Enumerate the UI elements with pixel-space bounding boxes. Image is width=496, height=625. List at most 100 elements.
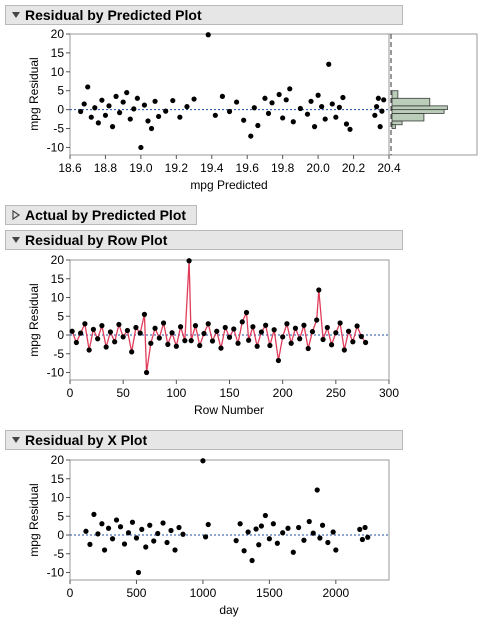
data-point	[287, 86, 293, 92]
y-tick-label: 0	[57, 103, 64, 117]
data-point	[337, 320, 343, 326]
data-point	[310, 530, 316, 536]
data-point	[250, 324, 256, 330]
data-point	[372, 112, 378, 118]
data-point	[86, 347, 92, 353]
data-point	[92, 105, 98, 111]
data-point	[276, 91, 282, 98]
data-point	[109, 124, 116, 130]
data-point	[357, 526, 363, 532]
data-point	[326, 61, 332, 67]
x-tick-label: 150	[219, 386, 239, 400]
data-point	[311, 124, 318, 130]
data-point	[274, 540, 280, 546]
y-tick-label: -5	[53, 547, 64, 561]
data-point	[246, 337, 252, 343]
data-point	[237, 521, 243, 527]
y-axis-title: mpg Residual	[27, 57, 41, 130]
data-point	[176, 524, 182, 531]
data-point	[83, 528, 89, 534]
data-point	[233, 99, 240, 105]
data-point	[120, 334, 126, 340]
data-point	[275, 357, 282, 364]
x-tick-label: 19.2	[165, 161, 189, 175]
data-point	[336, 104, 342, 110]
data-point	[362, 524, 368, 531]
data-point	[177, 114, 183, 120]
x-tick-label: 18.8	[94, 161, 118, 175]
plot-frame	[69, 459, 390, 581]
data-point	[95, 336, 101, 342]
y-tick-label: -5	[53, 347, 64, 361]
data-point	[262, 95, 268, 101]
data-point	[177, 324, 184, 330]
data-point	[81, 101, 87, 107]
data-point	[205, 521, 211, 528]
data-point	[226, 108, 233, 115]
section-header-residual-by-row[interactable]: Residual by Row Plot	[5, 230, 403, 250]
data-point	[245, 529, 251, 535]
data-point	[141, 102, 148, 108]
data-point	[184, 104, 190, 110]
data-point	[297, 105, 303, 112]
data-point	[143, 544, 149, 550]
disclosure-open-icon[interactable]	[9, 8, 23, 22]
y-tick-label: 5	[57, 509, 64, 523]
data-point	[314, 487, 320, 493]
data-point	[164, 539, 170, 546]
section-header-actual-by-predicted[interactable]: Actual by Predicted Plot	[5, 205, 197, 225]
data-point	[165, 341, 171, 347]
data-point	[365, 534, 371, 540]
data-point	[78, 108, 84, 115]
data-point	[205, 32, 211, 38]
section-header-residual-by-x[interactable]: Residual by X Plot	[5, 430, 403, 450]
data-point	[325, 539, 331, 546]
data-point	[197, 342, 203, 349]
x-tick-label: 0	[67, 586, 74, 600]
data-point	[88, 114, 94, 120]
data-point	[285, 525, 291, 531]
data-point	[319, 104, 325, 110]
section-header-residual-by-predicted[interactable]: Residual by Predicted Plot	[5, 5, 403, 25]
disclosure-open-icon[interactable]	[9, 233, 23, 247]
x-axis-title: Row Number	[194, 403, 264, 417]
data-point	[350, 339, 356, 345]
data-point	[133, 324, 139, 331]
data-point	[316, 287, 322, 293]
data-point	[333, 114, 339, 120]
data-point	[296, 524, 302, 531]
data-point	[168, 527, 174, 534]
data-point	[233, 538, 239, 544]
x-axis-title: day	[219, 603, 238, 617]
y-tick-label: 5	[57, 84, 64, 98]
x-tick-label: 200	[273, 386, 293, 400]
y-tick-label: 0	[57, 328, 64, 342]
data-point	[341, 347, 347, 353]
disclosure-open-icon[interactable]	[9, 433, 23, 447]
data-point	[188, 338, 194, 344]
data-point	[78, 330, 84, 336]
data-point	[109, 536, 116, 542]
data-point	[347, 126, 353, 132]
data-point	[258, 329, 264, 335]
data-point	[359, 536, 366, 543]
data-point	[99, 323, 105, 329]
data-point	[288, 340, 294, 346]
data-point	[134, 95, 140, 101]
data-point	[133, 535, 140, 541]
data-point	[107, 329, 114, 335]
data-point	[192, 323, 199, 329]
y-tick-label: 20	[51, 253, 65, 267]
data-point	[160, 520, 166, 526]
data-point	[248, 133, 254, 139]
data-point	[377, 124, 383, 130]
data-point	[324, 324, 330, 331]
data-point	[152, 325, 158, 331]
data-point	[239, 319, 245, 325]
x-tick-label: 300	[379, 386, 399, 400]
y-tick-label: 15	[51, 472, 65, 486]
data-point	[124, 327, 131, 334]
data-point	[330, 529, 336, 535]
disclosure-closed-icon[interactable]	[9, 208, 23, 222]
